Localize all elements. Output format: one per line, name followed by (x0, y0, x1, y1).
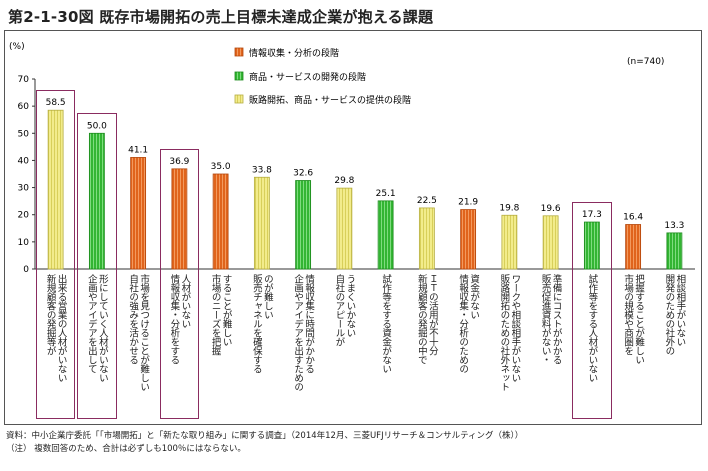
highlight-box (159, 148, 199, 419)
category-label: することが難しい 市場のニーズを把握 (209, 274, 232, 355)
y-tick-label: 20 (18, 211, 30, 221)
category-label: 市場を見つけることが難しい 自社の強みを活かせる (127, 274, 150, 391)
bars: 58.5 50.0 41.1 36.9 35.0 33.8 32.6 29.8 25.1 22.5… (46, 98, 684, 270)
y-tick-label: 60 (18, 102, 30, 112)
legend-swatch (234, 71, 244, 81)
bar (542, 215, 559, 270)
category-label: 把握することが難しい 市場の規模や商圏を (622, 274, 645, 364)
bar-value-label: 25.1 (376, 189, 396, 199)
bar-value-label: 19.6 (541, 204, 561, 214)
category-label: うまくいかない 自社のアピールが (333, 274, 356, 346)
bar (625, 224, 642, 270)
bar (501, 214, 518, 270)
category-label: のが難しい 販売チャネルを確保する (250, 274, 273, 373)
y-tick-label: 0 (23, 265, 29, 275)
bar (47, 109, 64, 270)
bar (295, 180, 312, 270)
bar (253, 176, 270, 270)
bar-value-label: 58.5 (46, 98, 66, 108)
legend-swatch (234, 94, 244, 104)
bar-value-label: 36.9 (169, 157, 189, 167)
chart-frame: (%) (n=740) 0 10 20 30 40 50 60 70 58.5 50.0 41.1… (4, 30, 702, 425)
bar (171, 168, 188, 270)
category-label: 試作等をする人材がいない (586, 274, 598, 382)
category-label: 形にしていく人材がいない 企画やアイデアを出して (85, 274, 108, 382)
category-label: ワークや相談相手がいない 販路開拓のための社外ネット (498, 274, 521, 391)
legend: 情報収集・分析の段階商品・サービスの開発の段階販路開拓、商品・サービスの提供の段… (234, 47, 411, 106)
category-label: 相談相手がいない 開発のための社外の (663, 274, 686, 355)
category-label: 情報収集に時間がかかる 企画やアイデアを出すための (292, 274, 315, 391)
bar-value-label: 22.5 (417, 196, 437, 206)
y-tick-label: 30 (18, 184, 30, 194)
legend-label: 商品・サービスの開発の段階 (249, 71, 366, 83)
highlight-box (572, 202, 612, 419)
bar (418, 207, 435, 270)
bar (583, 221, 600, 270)
bar (212, 173, 229, 270)
bar-value-label: 16.4 (623, 212, 643, 222)
bar-value-label: 29.8 (334, 176, 354, 186)
bar-chart: (%) (n=740) 0 10 20 30 40 50 60 70 58.5 50.0 41.1… (9, 42, 695, 275)
bar-value-label: 33.8 (252, 165, 272, 175)
bar-value-label: 41.1 (128, 145, 148, 155)
highlight-box (36, 90, 76, 419)
source-note: 資料：中小企業庁委託「「市場開拓」と「新たな取り組み」に関する調査」（2014年… (6, 431, 524, 441)
bar (377, 200, 394, 270)
highlight-box (77, 113, 117, 419)
category-label: 準備にコストがかかる 販売促進資料がない・ (539, 274, 562, 364)
bar (666, 232, 683, 270)
y-tick-label: 10 (18, 238, 30, 248)
bar-value-label: 50.0 (87, 121, 107, 131)
bar (336, 187, 353, 270)
category-label: 人材がいない 情報収集・分析をする (168, 274, 191, 364)
bar-value-label: 35.0 (211, 162, 231, 172)
footnote: （注） 複数回答のため、合計は必ずしも100％にはならない。 (6, 444, 246, 454)
footer: 資料：中小企業庁委託「「市場開拓」と「新たな取り組み」に関する調査」（2014年… (6, 430, 523, 456)
legend-label: 情報収集・分析の段階 (249, 47, 339, 59)
legend-swatch (234, 47, 244, 57)
bar-value-label: 17.3 (582, 210, 602, 220)
sample-size-label: (n=740) (627, 57, 664, 67)
category-label: ＩＴの活用が不十分 新規顧客の発掘の中で (415, 274, 438, 364)
y-tick-label: 40 (18, 156, 30, 166)
category-label: 資金がない 情報収集・分析のための (457, 274, 480, 373)
y-axis-unit: (%) (9, 42, 25, 52)
page-title: 第2-1-30図 既存市場開拓の売上目標未達成企業が抱える課題 (8, 8, 434, 26)
legend-label: 販路開拓、商品・サービスの提供の段階 (249, 94, 411, 106)
bar (88, 132, 105, 270)
bar (460, 209, 477, 270)
bar-value-label: 19.8 (499, 203, 519, 213)
y-tick-label: 50 (18, 129, 30, 139)
bar-value-label: 32.6 (293, 169, 313, 179)
y-tick-label: 70 (18, 75, 30, 85)
bar-value-label: 21.9 (458, 198, 478, 208)
bar-value-label: 13.3 (664, 221, 684, 231)
bar (130, 157, 147, 270)
category-label: 試作等をする資金がない (380, 274, 392, 373)
category-label: 出来る営業の人材がいない 新規顧客の発掘等が (44, 274, 67, 382)
